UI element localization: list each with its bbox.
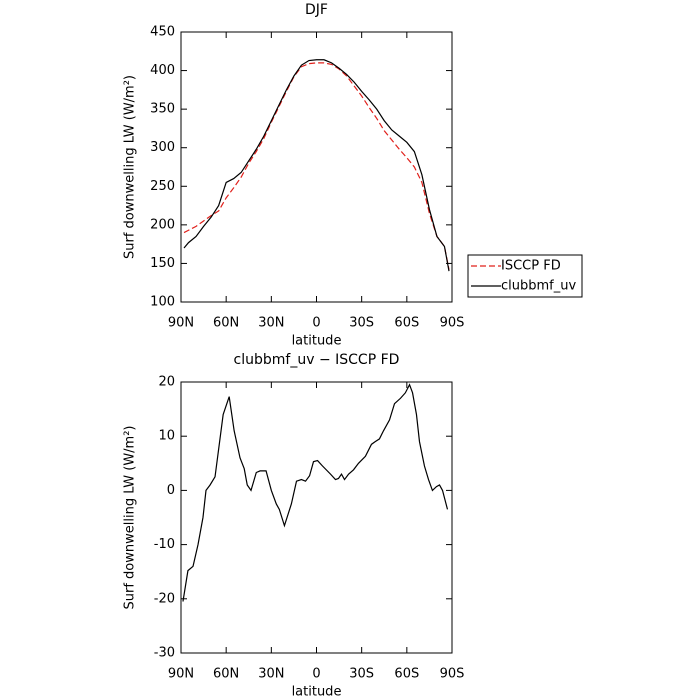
y-tick-label: 450 [150,25,175,40]
chart-title: clubbmf_uv − ISCCP FD [234,352,400,368]
x-tick-label: 90N [168,316,194,331]
x-axis-label: latitude [292,685,342,700]
x-tick-label: 0 [312,316,320,331]
y-tick-label: 0 [167,483,175,498]
data-line [182,383,449,602]
x-tick-label: 30S [349,667,374,682]
y-tick-label: -10 [154,537,175,552]
x-tick-label: 60N [213,316,239,331]
chart-title: DJF [305,2,328,18]
y-tick-label: 400 [150,63,175,78]
x-tick-label: 60S [394,667,419,682]
y-axis-label: Surf downwelling LW (W/m²) [123,75,138,259]
y-tick-label: 150 [150,256,175,271]
x-tick-label: 90N [168,667,194,682]
x-tick-label: 90S [440,667,465,682]
x-tick-label: 90S [440,316,465,331]
y-tick-label: -30 [154,646,175,661]
legend-label: ISCCP FD [501,259,561,274]
data-line [183,62,450,270]
y-tick-label: 200 [150,217,175,232]
y-axis-label: Surf downwelling LW (W/m²) [123,426,138,610]
y-tick-label: -20 [154,591,175,606]
y-tick-label: 250 [150,179,175,194]
plot-frame [180,31,453,303]
y-tick-label: 100 [150,295,175,310]
y-tick-label: 300 [150,140,175,155]
legend-box [467,254,583,298]
y-tick-label: 20 [158,375,175,390]
x-tick-label: 30N [258,667,284,682]
y-tick-label: 10 [158,429,175,444]
x-axis-label: latitude [292,334,342,349]
x-tick-label: 60N [213,667,239,682]
x-tick-label: 30N [258,316,284,331]
y-tick-label: 350 [150,102,175,117]
x-tick-label: 0 [312,667,320,682]
legend-label: clubbmf_uv [501,279,576,294]
data-line [183,59,450,272]
x-tick-label: 60S [394,316,419,331]
x-tick-label: 30S [349,316,374,331]
